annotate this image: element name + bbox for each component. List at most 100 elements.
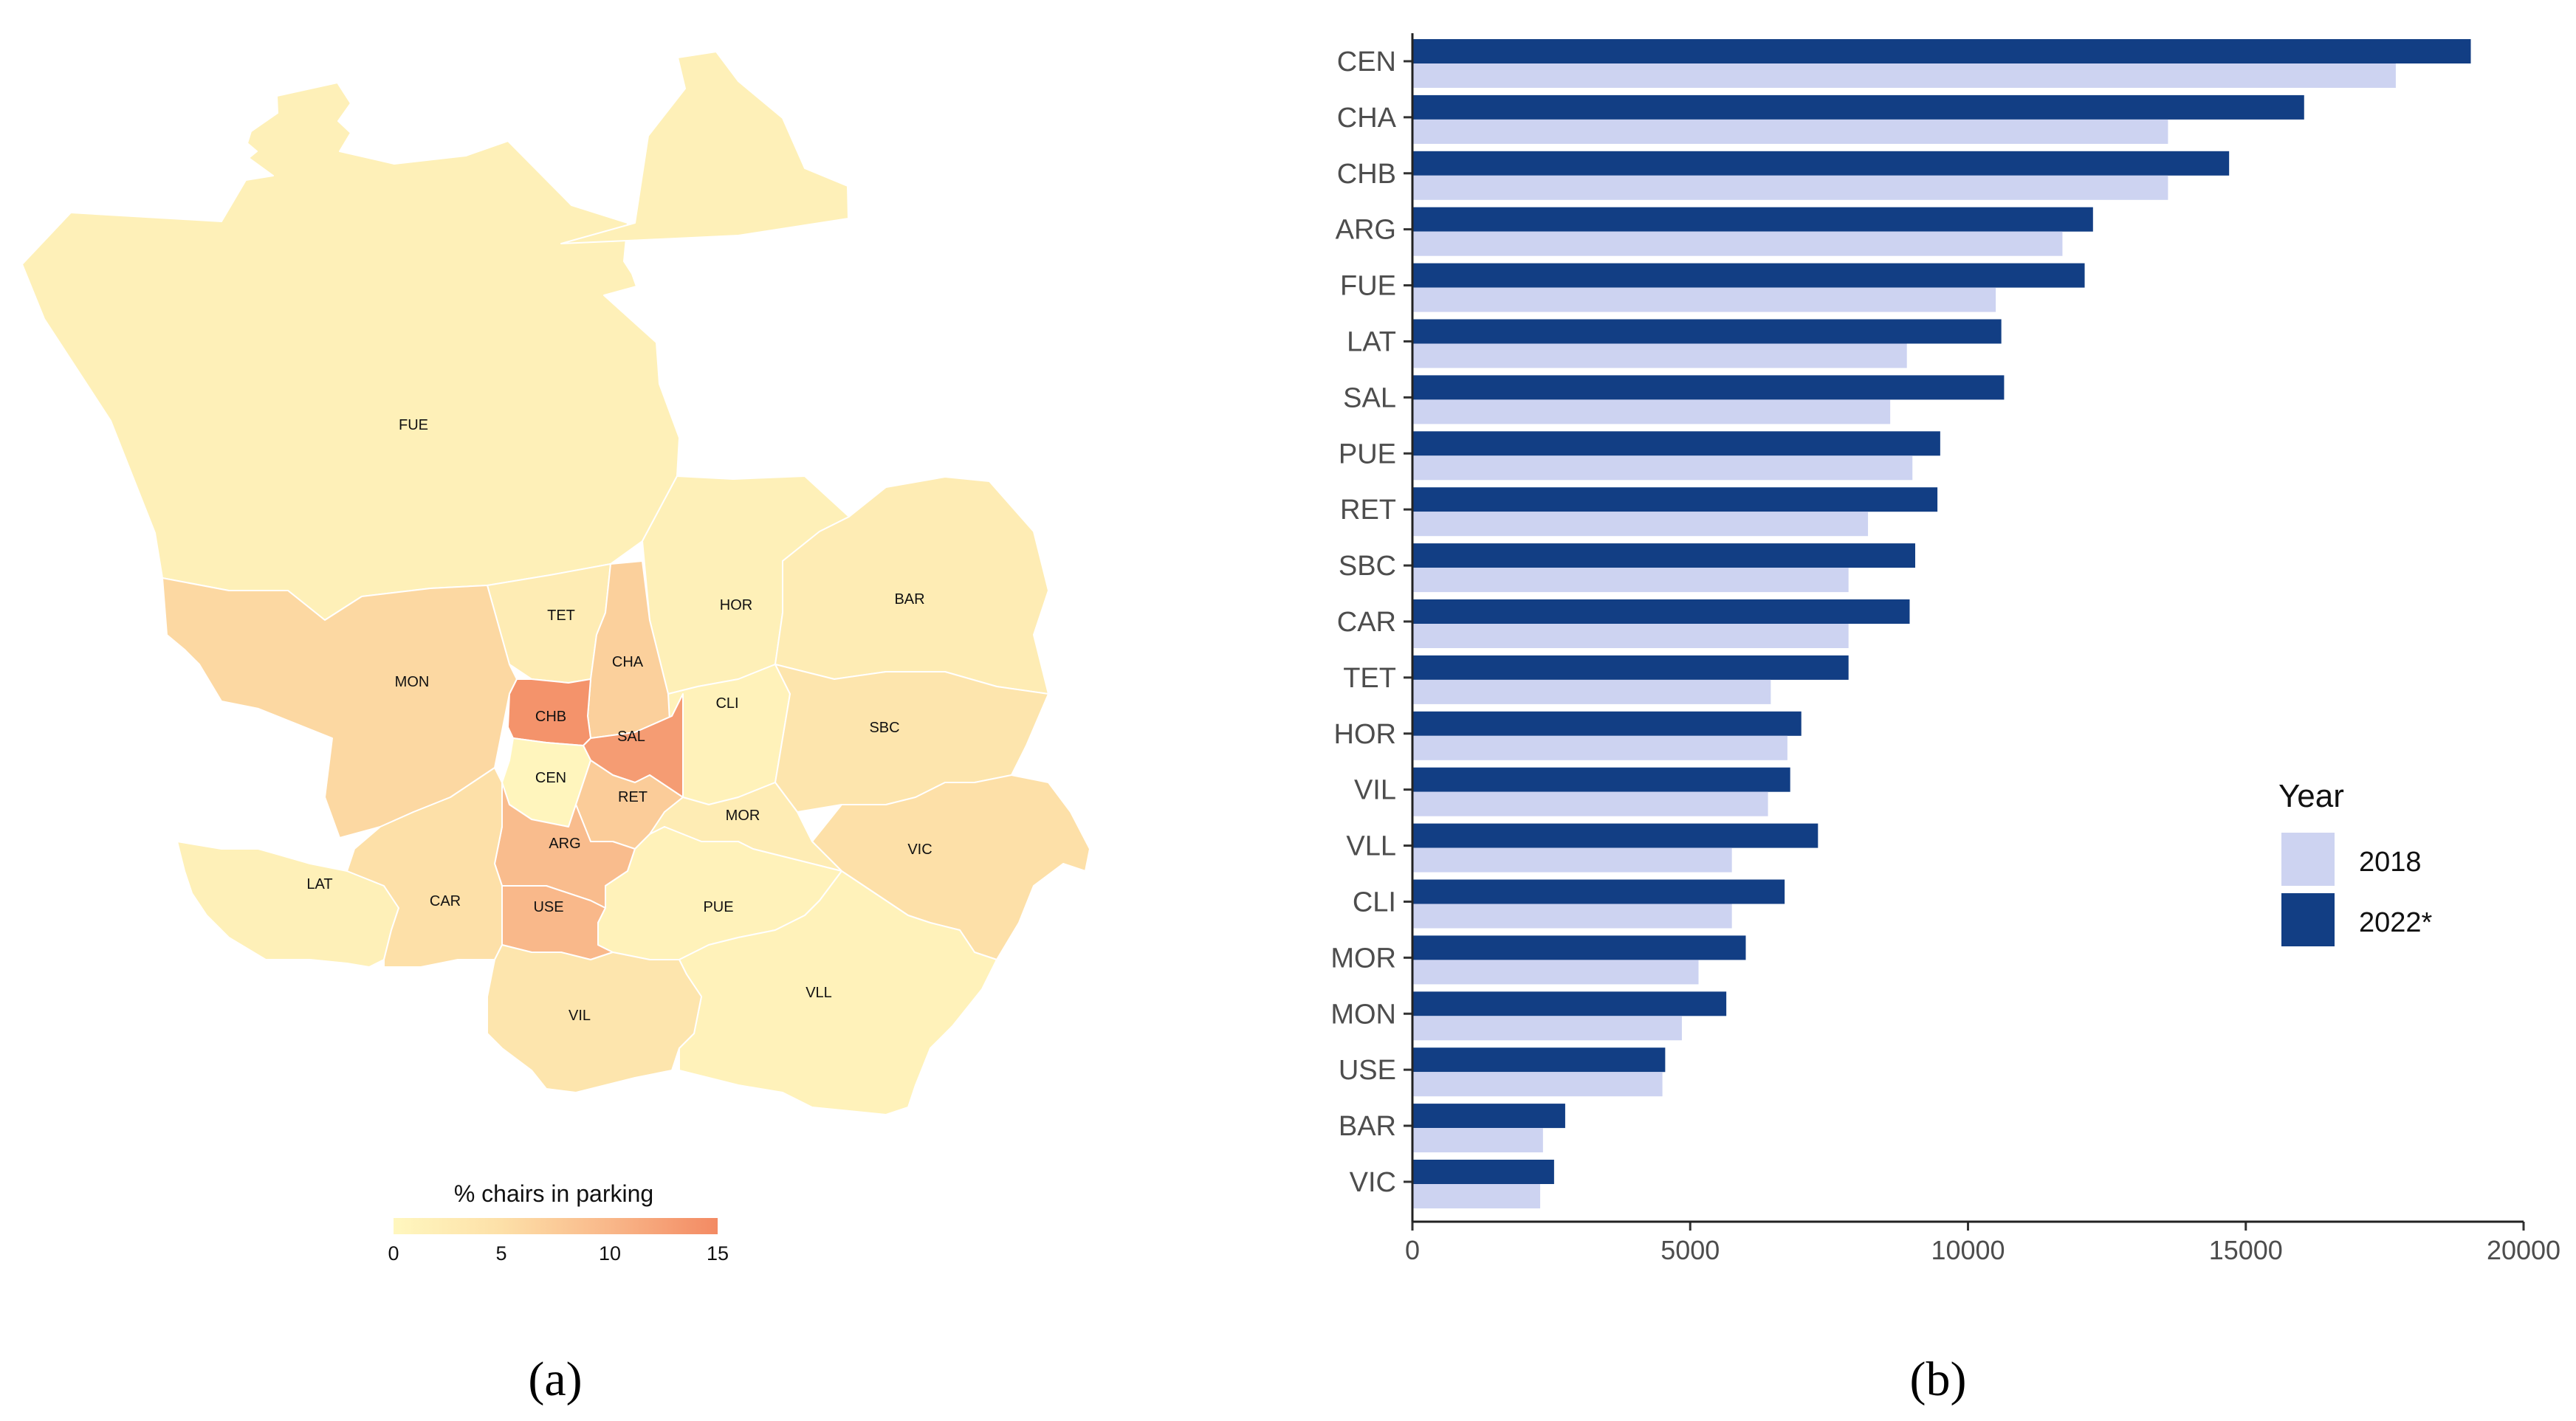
bar-2022-fue [1412,263,2085,288]
bar-2018-fue [1412,287,1996,312]
district-fue-north [560,51,849,244]
y-tick-label: BAR [1339,1111,1396,1142]
panel-a-caption: (a) [528,1352,582,1406]
x-tick-label: 0 [1405,1235,1420,1265]
bar-2018-mor [1412,960,1699,985]
y-tick-label: FUE [1340,271,1396,302]
y-tick-label: LAT [1347,326,1396,357]
map-label: HOR [720,597,752,613]
legend-swatch-2022 [2281,893,2335,946]
bar-2022-cha [1412,94,2304,120]
bar-2018-bar [1412,1128,1543,1153]
panel-a-map: FUE TET HOR BAR MON CHA CLI SBC CHB SAL … [21,51,1090,1406]
bar-2018-vll [1412,847,1732,873]
district-fue [21,82,680,621]
y-tick-label: CHB [1337,159,1396,190]
bar-2022-vll [1412,823,1818,848]
bar-2022-pue [1412,431,1940,456]
bar-2018-cen [1412,63,2396,88]
colorbar-title: % chairs in parking [454,1180,653,1207]
bar-2022-tet [1412,655,1849,680]
bar-2018-mon [1412,1016,1682,1041]
map-label: VLL [806,985,832,1001]
y-tick-label: CHA [1337,103,1397,134]
legend-title: Year [2278,778,2344,814]
y-tick-label: CEN [1337,47,1396,78]
legend-label-2018: 2018 [2359,847,2422,878]
bar-2018-ret [1412,512,1869,537]
bar-2022-arg [1412,207,2093,232]
colorbar-tick: 5 [495,1242,506,1265]
district-vil [487,944,702,1093]
district-chb [507,678,591,746]
bar-2018-use [1412,1072,1663,1097]
bar-2022-car [1412,599,1910,624]
bar-2022-vil [1412,767,1790,792]
bar-2018-lat [1412,343,1907,368]
panel-b-bar-chart: CEN CHA CHB ARG FUE LAT SAL PUE RET SBC CAR TET HOR V… [1330,33,2560,1406]
colorbar-tick: 0 [388,1242,399,1265]
bar-2022-cen [1412,39,2471,63]
bar-2022-mon [1412,991,1727,1016]
bar-2022-bar [1412,1104,1565,1129]
bar-2022-sbc [1412,543,1916,568]
bar-2022-vic [1412,1160,1554,1184]
map-label: CEN [535,770,566,786]
map-label: TET [547,608,575,624]
y-tick-label: MOR [1330,943,1396,974]
x-tick-label: 10000 [1931,1235,2005,1265]
colorbar-tick: 10 [599,1242,621,1265]
map-label: CAR [430,893,461,909]
bar-2018-arg [1412,231,2063,256]
bar-2018-pue [1412,455,1913,481]
map-label: CLI [715,695,738,712]
x-tick-label: 5000 [1660,1235,1720,1265]
legend: Year 2018 2022* [2278,778,2433,946]
y-tick-label: TET [1343,663,1396,694]
colorbar: % chairs in parking 0 5 10 15 [388,1180,729,1265]
y-tick-label: RET [1340,495,1396,526]
colorbar-gradient [394,1218,718,1234]
map-label: RET [618,789,648,805]
y-tick-label: VIC [1350,1167,1396,1198]
y-tick-label: VLL [1346,831,1396,862]
x-tick-label: 15000 [2209,1235,2283,1265]
y-tick-label: MON [1330,999,1396,1030]
bar-2022-lat [1412,319,2002,344]
bar-2022-mor [1412,935,1746,960]
map-label: MON [395,674,430,690]
map-label: ARG [549,836,580,852]
map-label: LAT [306,876,332,892]
y-tick-label: SBC [1339,551,1396,582]
colorbar-tick: 15 [707,1242,729,1265]
bar-2022-chb [1412,151,2230,176]
bar-2018-cli [1412,904,1732,929]
map-label: MOR [726,808,760,824]
y-tick-label: HOR [1334,719,1396,750]
bar-2018-vil [1412,791,1768,816]
district-lat [176,841,399,968]
bar-2022-cli [1412,879,1785,904]
map-label: VIL [569,1008,591,1024]
y-tick-label: VIL [1354,775,1396,806]
map-label: BAR [894,591,924,608]
map-label: SBC [869,720,899,736]
bar-2022-use [1412,1047,1666,1073]
map-label: USE [533,899,563,915]
bar-2022-hor [1412,711,1802,736]
bar-2018-sal [1412,399,1891,424]
legend-swatch-2018 [2281,833,2335,886]
y-tick-label: CLI [1353,887,1396,918]
bar-2018-chb [1412,175,2168,200]
bar-2018-cha [1412,119,2168,144]
panel-b-caption: (b) [1910,1352,1967,1406]
bar-2018-car [1412,624,1849,648]
x-tick-label: 20000 [2487,1235,2560,1265]
bar-2022-sal [1412,375,2005,400]
district-vll [679,870,997,1115]
y-tick-label: CAR [1337,607,1396,638]
bar-2022-ret [1412,487,1938,512]
bar-2018-vic [1412,1184,1541,1208]
y-tick-label: SAL [1343,382,1396,413]
bar-2018-hor [1412,735,1787,760]
